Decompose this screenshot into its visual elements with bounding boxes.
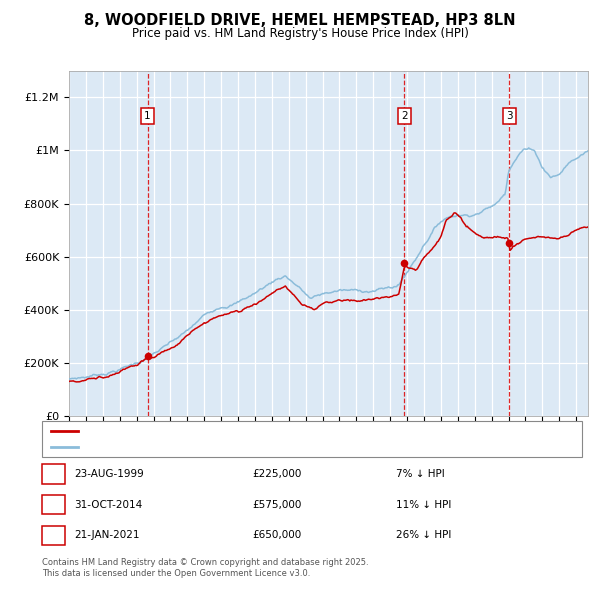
Text: 31-OCT-2014: 31-OCT-2014: [74, 500, 142, 510]
Text: 1: 1: [50, 469, 57, 479]
Text: 2: 2: [401, 111, 407, 121]
Text: 23-AUG-1999: 23-AUG-1999: [74, 469, 143, 479]
Text: 3: 3: [506, 111, 513, 121]
Text: 21-JAN-2021: 21-JAN-2021: [74, 530, 139, 540]
Text: 26% ↓ HPI: 26% ↓ HPI: [396, 530, 451, 540]
Text: 1: 1: [144, 111, 151, 121]
Text: Contains HM Land Registry data © Crown copyright and database right 2025.
This d: Contains HM Land Registry data © Crown c…: [42, 558, 368, 578]
Text: 8, WOODFIELD DRIVE, HEMEL HEMPSTEAD, HP3 8LN: 8, WOODFIELD DRIVE, HEMEL HEMPSTEAD, HP3…: [84, 13, 516, 28]
Text: £575,000: £575,000: [252, 500, 301, 510]
Text: 2: 2: [50, 500, 57, 510]
Text: 3: 3: [50, 530, 57, 540]
Text: HPI: Average price, detached house, Dacorum: HPI: Average price, detached house, Daco…: [84, 442, 314, 452]
Text: 7% ↓ HPI: 7% ↓ HPI: [396, 469, 445, 479]
Text: Price paid vs. HM Land Registry's House Price Index (HPI): Price paid vs. HM Land Registry's House …: [131, 27, 469, 40]
Text: £225,000: £225,000: [252, 469, 301, 479]
Text: 8, WOODFIELD DRIVE, HEMEL HEMPSTEAD, HP3 8LN (detached house): 8, WOODFIELD DRIVE, HEMEL HEMPSTEAD, HP3…: [84, 426, 436, 436]
Text: 11% ↓ HPI: 11% ↓ HPI: [396, 500, 451, 510]
Text: £650,000: £650,000: [252, 530, 301, 540]
